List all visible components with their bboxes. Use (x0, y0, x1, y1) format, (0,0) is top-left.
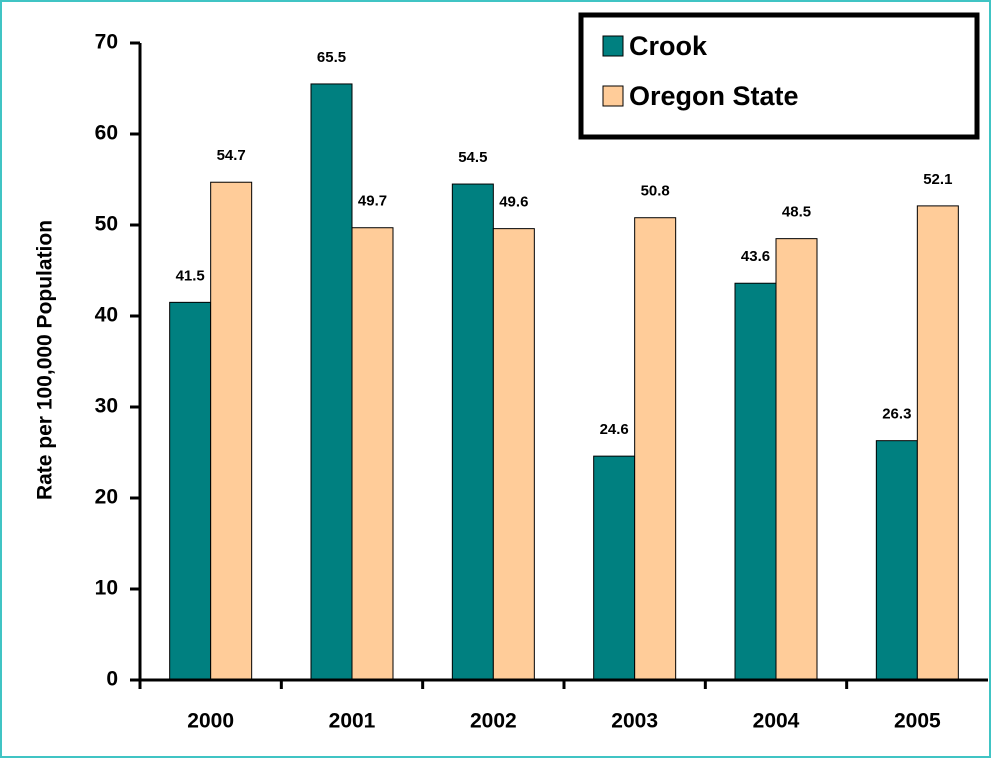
bar (169, 301, 212, 681)
legend-swatch (602, 35, 624, 57)
value-label: 26.3 (882, 406, 911, 423)
value-label: 49.6 (499, 194, 528, 211)
y-tick-label: 10 (95, 577, 118, 600)
value-label: 48.5 (782, 204, 811, 221)
bar (310, 83, 353, 681)
x-tick-label: 2002 (470, 710, 517, 733)
bar (451, 183, 494, 681)
bar (492, 228, 535, 681)
bar (875, 440, 918, 681)
y-axis-title: Rate per 100,000 Population (34, 220, 57, 500)
bar (351, 227, 394, 681)
y-tick-label: 30 (95, 395, 118, 418)
x-tick-label: 2003 (611, 710, 658, 733)
y-tick-label: 0 (106, 668, 118, 691)
value-label: 43.6 (741, 248, 770, 265)
y-tick-label: 40 (95, 304, 118, 327)
legend-label: Crook (629, 31, 708, 61)
bar (916, 205, 959, 681)
value-label: 41.5 (176, 267, 205, 284)
value-label: 24.6 (600, 421, 629, 438)
value-label: 50.8 (641, 183, 670, 200)
x-tick-label: 2001 (329, 710, 376, 733)
x-tick-label: 2005 (894, 710, 941, 733)
legend-label: Oregon State (629, 81, 799, 111)
bar (593, 455, 636, 681)
value-label: 54.7 (217, 147, 246, 164)
legend-swatch (602, 85, 624, 107)
bar (634, 217, 677, 681)
bar (775, 238, 818, 681)
y-tick-label: 70 (95, 31, 118, 54)
value-label: 52.1 (923, 171, 952, 188)
legend-box (578, 12, 980, 140)
y-tick-label: 50 (95, 213, 118, 236)
x-tick-label: 2000 (187, 710, 234, 733)
bar (210, 181, 253, 681)
y-tick-label: 60 (95, 122, 118, 145)
y-tick-label: 20 (95, 486, 118, 509)
x-tick-label: 2004 (753, 710, 800, 733)
bar (734, 282, 777, 681)
value-label: 65.5 (317, 49, 346, 66)
value-label: 54.5 (458, 149, 487, 166)
value-label: 49.7 (358, 193, 387, 210)
